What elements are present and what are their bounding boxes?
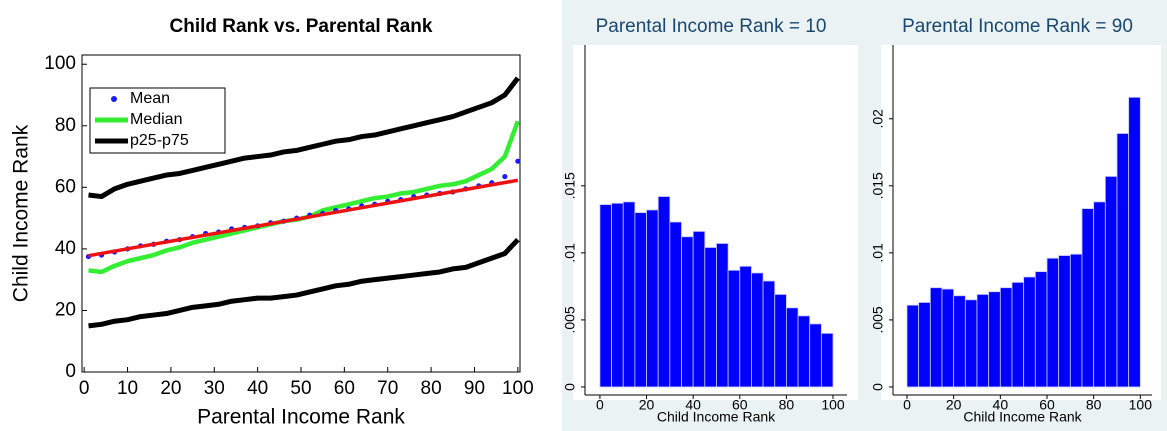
bar [906, 304, 920, 388]
legend-label: Mean [130, 90, 170, 107]
y-tick-label: 80 [55, 115, 76, 136]
legend-marker [111, 96, 117, 102]
bar [599, 204, 612, 388]
fit-line [88, 178, 519, 258]
y-tick-label: 40 [55, 238, 76, 259]
x-tick-label: 10 [117, 378, 138, 399]
bar [1104, 176, 1118, 388]
x-tick-label: 60 [1039, 397, 1055, 413]
y-tick-label: .005 [870, 306, 886, 333]
y-tick-label: .005 [562, 306, 578, 333]
chart-title: Parental Income Rank = 10 [596, 16, 827, 37]
mean-point [502, 173, 508, 180]
y-tick-label: 20 [55, 299, 76, 320]
x-axis-label: Child Income Rank [963, 409, 1082, 425]
bar [692, 230, 706, 388]
legend-label: Median [130, 111, 182, 128]
bar [704, 247, 717, 388]
bar [988, 291, 1001, 388]
y-tick-label: .015 [562, 172, 578, 199]
y-tick-label: 0 [562, 383, 578, 391]
x-axis-label: Parental Income Rank [197, 406, 405, 429]
bar [716, 243, 729, 388]
bar [976, 294, 990, 388]
x-tick-label: 20 [160, 378, 181, 399]
bar [634, 212, 647, 388]
x-tick-label: 20 [946, 397, 962, 413]
x-tick-label: 70 [377, 378, 398, 399]
bar [727, 269, 741, 388]
bar [1046, 257, 1060, 388]
bar [1116, 133, 1130, 388]
y-tick-label: .02 [870, 109, 886, 129]
x-tick-label: 50 [290, 378, 311, 399]
bar [646, 209, 659, 388]
bar [762, 280, 776, 388]
x-axis-label: Child Income Rank [657, 409, 776, 425]
y-tick-label: 0 [65, 361, 76, 382]
x-tick-label: 20 [639, 397, 655, 413]
y-tick-label: .01 [562, 243, 578, 263]
x-tick-label: 80 [421, 378, 442, 399]
bar [797, 315, 811, 388]
x-tick-label: 0 [596, 397, 604, 413]
bar [820, 332, 834, 388]
bar [622, 201, 636, 388]
x-tick-label: 40 [993, 397, 1009, 413]
bar [999, 287, 1013, 388]
bar [785, 307, 799, 388]
bar [1069, 253, 1083, 388]
x-tick-label: 80 [1086, 397, 1102, 413]
y-tick-label: .015 [870, 172, 886, 199]
x-tick-label: 90 [464, 378, 485, 399]
y-tick-label: .01 [870, 243, 886, 263]
bar [1023, 276, 1036, 388]
x-tick-label: 60 [334, 378, 355, 399]
bar [929, 287, 943, 388]
bar [918, 302, 931, 388]
y-axis-label: Child Income Rank [10, 124, 33, 302]
x-tick-label: 30 [204, 378, 225, 399]
bar [1011, 281, 1025, 388]
x-tick-label: 100 [821, 397, 845, 413]
x-tick-label: 40 [247, 378, 268, 399]
chart-title: Child Rank vs. Parental Rank [170, 16, 433, 37]
bar [774, 294, 787, 388]
x-tick-label: 60 [732, 397, 748, 413]
bar [611, 202, 624, 388]
chart-title: Parental Income Rank = 90 [902, 16, 1133, 37]
bar [1128, 96, 1141, 388]
x-tick-label: 100 [1129, 397, 1153, 413]
bar [964, 299, 978, 388]
mean-point [515, 158, 521, 164]
series-line [88, 237, 520, 329]
x-tick-label: 0 [79, 378, 90, 399]
x-tick-label: 0 [903, 397, 911, 413]
bar [941, 288, 955, 388]
bar [1034, 271, 1048, 388]
series-line [88, 76, 520, 200]
bar [1081, 208, 1095, 388]
bar [751, 272, 764, 388]
bar [739, 265, 752, 388]
x-tick-label: 40 [685, 397, 701, 413]
legend-label: p25-p75 [130, 132, 189, 149]
y-tick-label: 0 [870, 383, 886, 391]
x-tick-label: 100 [502, 378, 534, 399]
bar [669, 221, 682, 388]
bar [681, 236, 694, 388]
bar [1058, 255, 1071, 388]
y-tick-label: 60 [55, 176, 76, 197]
y-tick-label: 100 [44, 53, 76, 74]
bar [953, 295, 966, 388]
bar [1093, 201, 1106, 388]
x-tick-label: 80 [779, 397, 795, 413]
bar [809, 323, 822, 388]
bar [657, 196, 671, 388]
